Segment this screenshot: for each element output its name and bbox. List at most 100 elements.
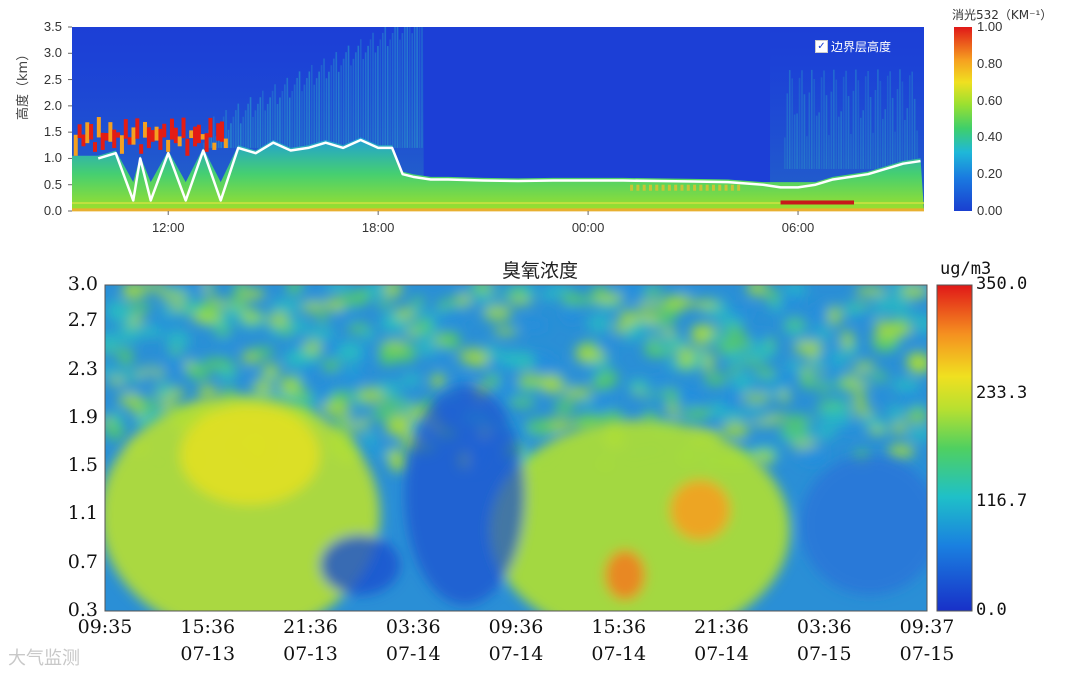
x-tick-label: 06:00: [781, 220, 815, 235]
x-tick-time: 09:36: [488, 616, 544, 638]
aerosol-streak: [396, 27, 399, 148]
ozone-cell: [376, 299, 393, 309]
ozone-cell: [356, 387, 385, 404]
x-tick-label: 18:00: [361, 220, 395, 235]
ozone-cell: [900, 285, 927, 299]
ozone-cell: [805, 347, 820, 359]
aerosol-streak: [408, 27, 411, 148]
x-tick-date: 07-15: [796, 643, 852, 665]
ozone-cell: [613, 323, 628, 334]
ozone-cell: [779, 414, 804, 424]
aerosol-streak: [864, 76, 867, 169]
ozone-cell: [763, 343, 776, 359]
y-tick-label: 2.0: [43, 97, 62, 113]
ozone-cell: [891, 377, 921, 392]
ozone-cell: [362, 328, 375, 342]
ozone-cell: [726, 365, 741, 375]
aerosol-streak: [330, 65, 333, 148]
mid-patch: [730, 184, 734, 191]
ozone-cell: [105, 331, 121, 352]
ozone-cell: [137, 415, 150, 428]
ozone-cell: [839, 423, 861, 434]
legend-label: 边界层高度: [831, 40, 892, 54]
ozone-cell: [417, 318, 433, 334]
boundary-layer-legend[interactable]: ✓ 边界层高度: [815, 38, 891, 55]
aerosol-streak: [413, 27, 416, 148]
x-tick-date: 07-13: [180, 643, 236, 665]
ozone-cell: [890, 422, 908, 435]
ozone-cell: [381, 285, 403, 298]
mid-patch: [661, 184, 665, 191]
ozone-cell: [484, 344, 499, 357]
aerosol-streak: [303, 84, 306, 148]
mid-patch: [737, 184, 741, 191]
aerosol-streak: [874, 89, 877, 169]
ozone-cell: [143, 368, 158, 381]
aerosol-streak: [203, 142, 205, 148]
ozone-cell: [171, 361, 186, 374]
aerosol-streak: [318, 71, 320, 148]
aerosol-streak: [252, 116, 254, 148]
aerosol-streak: [384, 27, 387, 148]
mid-patch: [642, 184, 646, 191]
checkbox-icon[interactable]: ✓: [815, 40, 828, 53]
night-low-3: [320, 535, 400, 595]
ozone-cell: [378, 345, 397, 366]
high-extinction-patch: [166, 139, 171, 152]
aerosol-streak: [274, 84, 276, 148]
aerosol-streak: [313, 84, 316, 148]
y-tick-label: 1.9: [67, 405, 98, 428]
ozone-cell: [510, 351, 536, 371]
ozone-cell: [216, 339, 236, 349]
ozone-cell: [105, 422, 126, 441]
ozone-cell: [409, 297, 426, 306]
high-extinction-patch: [177, 136, 182, 147]
daytime-bulges: [105, 385, 927, 611]
aerosol-streak: [244, 110, 247, 148]
ozone-cell: [677, 351, 696, 369]
ozone-cell: [854, 361, 876, 371]
aerosol-streak: [818, 112, 820, 169]
aerosol-streak: [896, 89, 899, 169]
ozone-field: [105, 285, 927, 611]
aerosol-streak: [276, 104, 279, 148]
ozone-cell: [851, 408, 875, 417]
y-axis-title: 高度（km）: [16, 47, 31, 120]
aerosol-streak: [418, 27, 421, 148]
ozone-cell: [618, 309, 636, 329]
aerosol-streak: [847, 96, 850, 169]
aerosol-streak: [230, 123, 232, 148]
aerosol-streak: [828, 135, 830, 169]
ozone-cell: [663, 294, 694, 310]
ozone-cell: [723, 325, 745, 337]
high-extinction-patch: [173, 127, 178, 144]
y-tick-label: 1.1: [67, 502, 98, 525]
high-extinction-patch: [150, 130, 155, 142]
aerosol-streak: [357, 45, 360, 148]
x-tick-label: 12:00: [151, 220, 185, 235]
ozone-cell: [405, 327, 421, 337]
high-extinction-patch: [116, 132, 121, 138]
ozone-cell: [283, 350, 306, 369]
ozone-cell: [393, 390, 413, 401]
ozone-cell: [125, 302, 152, 313]
ozone-cell: [785, 325, 804, 336]
aerosol-streak: [386, 46, 389, 148]
ozone-cell: [647, 392, 670, 407]
boundary-layer-line: [97, 138, 921, 202]
colorbar-tick-label: 350.0: [976, 274, 1028, 294]
aerosol-streak: [889, 71, 891, 169]
high-extinction-patch: [104, 133, 109, 141]
x-tick-time: 15:36: [591, 616, 647, 638]
aerosol-streak: [837, 116, 840, 169]
aerosol-streak: [911, 71, 914, 169]
ozone-cell: [320, 401, 351, 417]
ozone-cell: [808, 366, 822, 380]
aerosol-streak: [284, 84, 286, 148]
aerosol-streak: [279, 97, 281, 148]
aerosol-streak: [784, 137, 786, 169]
ozone-cell: [408, 404, 425, 423]
ozone-cell: [442, 305, 465, 324]
aerosol-streak: [382, 32, 384, 148]
aerosol-streak: [355, 52, 357, 148]
